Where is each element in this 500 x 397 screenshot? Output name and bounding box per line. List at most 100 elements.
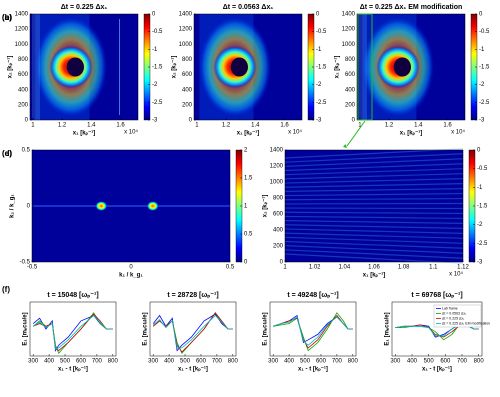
x-tick-label: 500: [424, 359, 435, 365]
y-tick-label: 200: [182, 102, 193, 108]
colorbar-tick-label: -2.5: [316, 100, 327, 106]
y-tick-label: 600: [273, 212, 284, 218]
y-tick-label: 0: [25, 118, 29, 124]
x-tick-label: 800: [108, 359, 119, 365]
colorbar-tick-label: -2: [152, 82, 158, 88]
y-tick-label: 1200: [15, 27, 29, 33]
colorbar-tick-label: -0.5: [152, 29, 163, 35]
x-tick-label: 1.4: [251, 123, 260, 129]
spectral-peak: [147, 201, 159, 211]
colorbar-tick-label: -1.5: [479, 65, 490, 71]
colorbar-tick-label: -1.5: [477, 204, 488, 210]
x-tick-label: 0.5: [226, 265, 235, 271]
colorbar-tick-label: -0.5: [477, 166, 488, 172]
x-tick-label: 500: [180, 359, 191, 365]
x-tick-label: 1.04: [338, 265, 350, 271]
y-tick-label: 0: [27, 204, 31, 210]
y-axis-label: x₂ [kₚ⁻¹]: [7, 56, 14, 79]
x-axis-label: x₁ - t [kₚ⁻¹]: [178, 366, 208, 373]
x-tick-label: 500: [300, 359, 311, 365]
y-tick-label: 1400: [270, 148, 284, 154]
x-axis-label: x₁ - t [kₚ⁻¹]: [58, 366, 88, 373]
x-tick-label: 1.6: [116, 123, 125, 129]
plot-area: [270, 302, 356, 356]
x-tick-label: 1.12: [457, 265, 469, 271]
x-tick-label: 300: [268, 359, 279, 365]
x-tick-label: 800: [348, 359, 359, 365]
legend-label: Lab frame: [442, 306, 458, 310]
legend-label: Δt = 0.225 Δx₁ EM modification: [442, 321, 490, 325]
panel-title: Δt = 0.225 Δx₁: [61, 4, 108, 11]
colorbar-tick-label: -2.5: [477, 241, 488, 247]
x-tick-label: 600: [440, 359, 451, 365]
colorbar-tick-label: -3: [316, 118, 322, 124]
x-tick-label: 1.02: [309, 265, 321, 271]
y-tick-label: 1200: [342, 27, 356, 33]
x-tick-label: 1.6: [443, 123, 452, 129]
x-axis-label: x₁ [kₚ⁻¹]: [237, 130, 260, 137]
y-axis-label: x₂ [kₚ⁻¹]: [262, 195, 269, 218]
colorbar-tick-label: 2: [244, 148, 248, 154]
colorbar-tick-label: 0: [244, 260, 248, 266]
colorbar-tick-label: -1: [316, 47, 322, 53]
y-tick-label: 200: [18, 102, 29, 108]
x-tick-label: 1: [195, 123, 199, 129]
colorbar-tick-label: -3: [477, 260, 483, 266]
y-tick-label: 1200: [270, 164, 284, 170]
colorbar-tick-label: 1.5: [244, 176, 253, 182]
y-tick-label: 1000: [342, 42, 356, 48]
y-tick-label: 1400: [15, 12, 29, 18]
bubble: [231, 57, 248, 76]
x-axis-label: x₁ - t [kₚ⁻¹]: [422, 366, 452, 373]
x-tick-label: 300: [28, 359, 39, 365]
panel-title: t = 28728 [ωₚ⁻¹]: [167, 292, 218, 299]
y-tick-label: -0.5: [20, 260, 31, 266]
x-tick-label: 1.08: [398, 265, 410, 271]
x-axis-label: x₁ [kₚ⁻¹]: [363, 272, 386, 279]
colorbar-tick-label: 0.5: [244, 232, 253, 238]
colorbar-tick-label: 0: [316, 12, 320, 18]
x-tick-label: 700: [457, 359, 468, 365]
colorbar-tick-label: -3: [152, 118, 158, 124]
x-tick-label: 1.6: [280, 123, 289, 129]
colorbar-tick-label: 1: [244, 204, 248, 210]
y-tick-label: 400: [345, 87, 356, 93]
y-tick-label: 1400: [342, 12, 356, 18]
plot-area: [150, 302, 236, 356]
y-tick-label: 600: [345, 72, 356, 78]
x-tick-label: 800: [228, 359, 239, 365]
x-axis-label: x₁ - t [kₚ⁻¹]: [298, 366, 328, 373]
colorbar-tick-label: 0: [477, 148, 481, 154]
colorbar-tick-label: -2.5: [152, 100, 163, 106]
colorbar-tick-label: -1.5: [316, 65, 327, 71]
y-tick-label: 600: [182, 72, 193, 78]
x-tick-label: 1.4: [414, 123, 423, 129]
y-tick-label: 0: [352, 118, 356, 124]
y-tick-label: 800: [18, 57, 29, 63]
bubble: [394, 57, 411, 76]
y-tick-label: 0: [189, 118, 193, 124]
x-tick-label: 400: [164, 359, 175, 365]
panel-title: t = 49248 [ωₚ⁻¹]: [287, 292, 338, 299]
colorbar-tick-label: -0.5: [316, 29, 327, 35]
y-tick-label: 0.5: [22, 148, 31, 154]
x-tick-label: 400: [407, 359, 418, 365]
panel-label: (f): [2, 285, 10, 294]
x-multiplier: x 10⁴: [288, 129, 302, 136]
y-axis-label: E₁ [mₑcω/e]: [23, 312, 29, 345]
y-tick-label: 1000: [270, 180, 284, 186]
y-tick-label: 400: [273, 228, 284, 234]
x-tick-label: 400: [44, 359, 55, 365]
colorbar-tick-label: -1.5: [152, 65, 163, 71]
spectral-peak: [95, 201, 107, 211]
y-tick-label: 800: [182, 57, 193, 63]
x-multiplier: x 10⁴: [451, 129, 465, 136]
x-tick-label: 600: [316, 359, 327, 365]
bubble: [67, 57, 84, 76]
x-tick-label: 300: [148, 359, 159, 365]
x-tick-label: 600: [196, 359, 207, 365]
x-tick-label: 300: [390, 359, 401, 365]
y-tick-label: 600: [18, 72, 29, 78]
colorbar-tick-label: -2.5: [479, 100, 490, 106]
y-tick-label: 800: [273, 196, 284, 202]
